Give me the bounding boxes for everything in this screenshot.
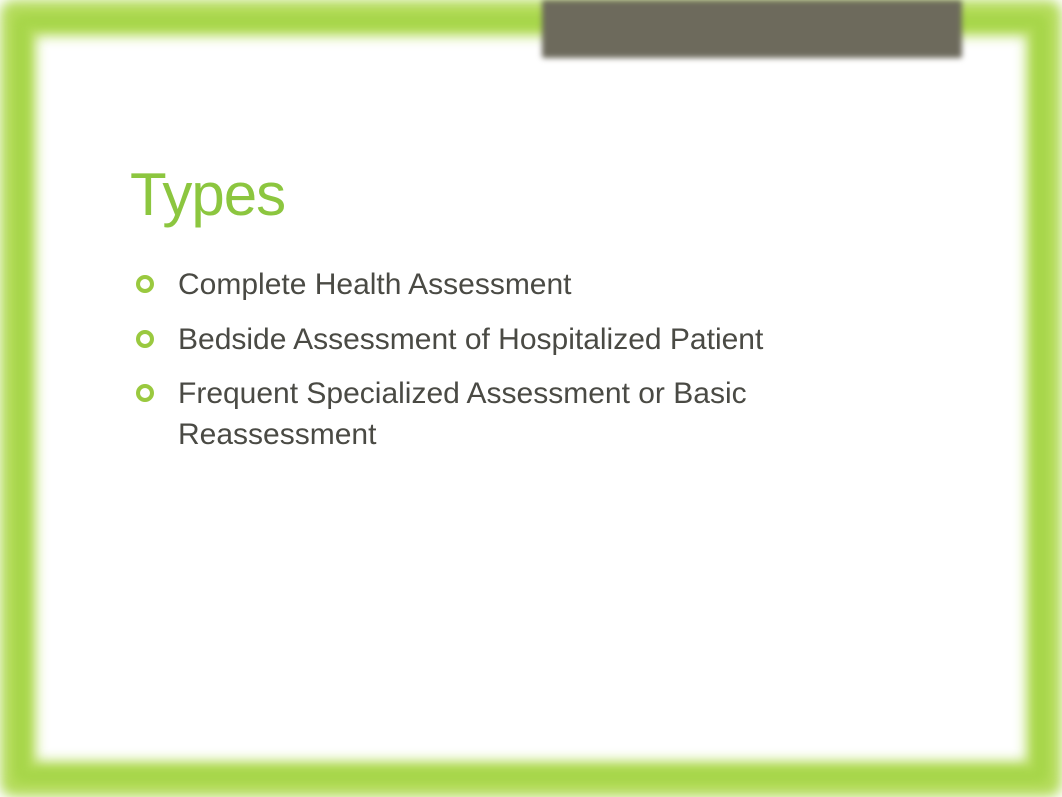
- bullet-ring-icon: [136, 384, 154, 402]
- slide-tab-block: [542, 0, 962, 58]
- bullet-ring-icon: [136, 330, 154, 348]
- bullet-ring-icon: [136, 275, 154, 293]
- bullet-list: Complete Health Assessment Bedside Asses…: [130, 265, 932, 455]
- slide-title: Types: [130, 160, 932, 229]
- bullet-item: Complete Health Assessment: [136, 265, 932, 306]
- slide-frame: Types Complete Health Assessment Bedside…: [0, 0, 1062, 797]
- slide-content: Types Complete Health Assessment Bedside…: [130, 160, 932, 469]
- bullet-item: Frequent Specialized Assessment or Basic…: [136, 374, 932, 455]
- bullet-text: Bedside Assessment of Hospitalized Patie…: [178, 323, 763, 356]
- bullet-text: Frequent Specialized Assessment or Basic…: [178, 377, 747, 451]
- bullet-item: Bedside Assessment of Hospitalized Patie…: [136, 320, 932, 361]
- bullet-text: Complete Health Assessment: [178, 268, 572, 301]
